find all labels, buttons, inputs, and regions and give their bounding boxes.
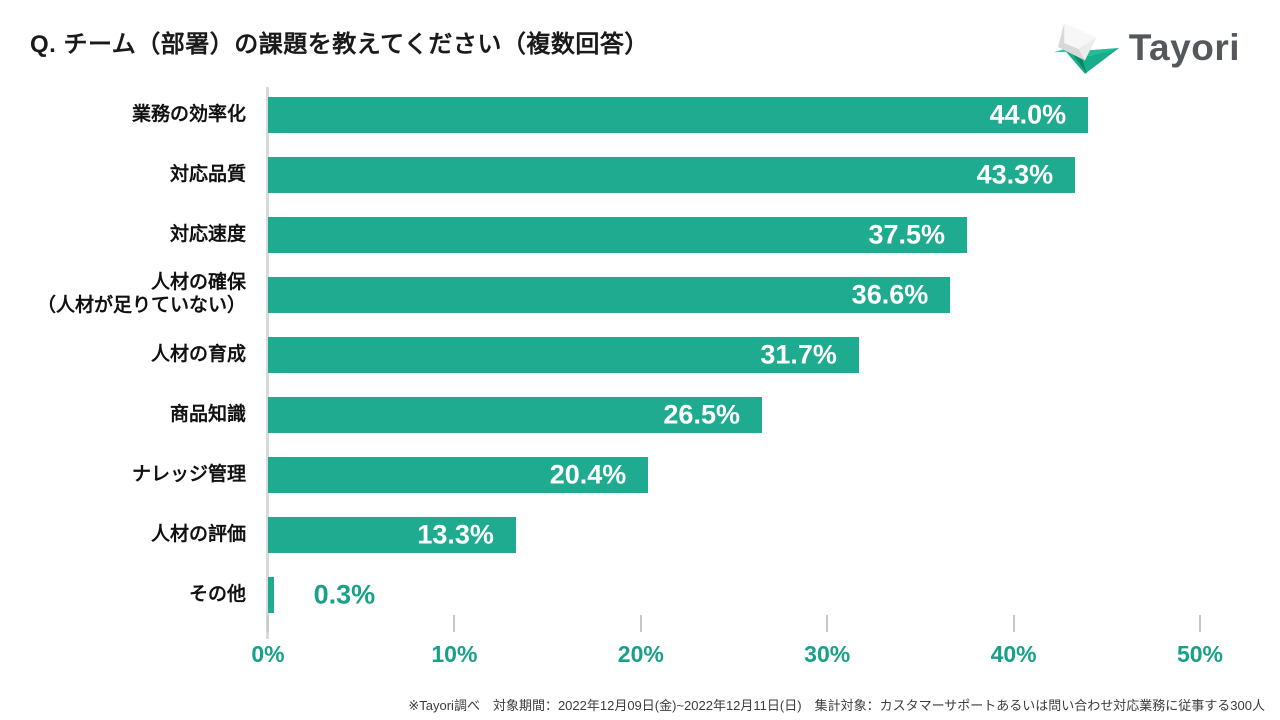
bar xyxy=(268,337,859,373)
bar xyxy=(268,97,1089,133)
category-label: 商品知識 xyxy=(169,403,246,425)
bar xyxy=(268,217,967,253)
bar-value-label: 31.7% xyxy=(760,339,837,370)
chart-rows: 業務の効率化 44.0% 対応品質 43.3% 対応速度 37.5% 人材の確保 （人材が足… xyxy=(0,85,1200,625)
x-tick-label: 20% xyxy=(617,641,664,667)
category-label: 対応品質 xyxy=(169,163,246,185)
bar-zone: 37.5% xyxy=(268,217,1200,253)
category-label: その他 xyxy=(188,583,246,605)
category-label: 業務の効率化 xyxy=(131,103,246,125)
category-label: 人材の育成 xyxy=(150,343,246,365)
chart-row: 対応速度 37.5% xyxy=(0,205,1200,265)
category-label: 人材の確保 （人材が足りていない） xyxy=(36,272,246,316)
x-tick-mark xyxy=(1012,615,1015,632)
chart-row: 人材の評価 13.3% xyxy=(0,505,1200,565)
bar xyxy=(268,397,762,433)
x-tick-label: 0% xyxy=(251,641,285,667)
bar xyxy=(268,577,274,613)
chart-title: Q. チーム（部署）の課題を教えてください（複数回答） xyxy=(30,31,649,58)
x-tick-label: 50% xyxy=(1176,641,1224,667)
bar-value-label: 0.3% xyxy=(313,579,376,610)
tayori-logo-icon xyxy=(1053,23,1119,74)
bar-value-label: 37.5% xyxy=(868,219,945,250)
bar-value-label: 43.3% xyxy=(976,159,1054,190)
bar-value-label: 44.0% xyxy=(989,99,1067,130)
category-label: ナレッジ管理 xyxy=(131,463,246,485)
chart-row: 対応品質 43.3% xyxy=(0,145,1200,205)
chart-row: ナレッジ管理 20.4% xyxy=(0,445,1200,505)
bar-zone: 26.5% xyxy=(268,397,1200,433)
x-tick-mark xyxy=(826,615,829,632)
x-tick-mark xyxy=(267,615,269,632)
bar-zone: 36.6% xyxy=(268,277,1200,313)
bar xyxy=(268,277,951,313)
bar-zone: 20.4% xyxy=(268,457,1200,493)
chart-row: 人材の育成 31.7% xyxy=(0,325,1200,385)
bar-zone: 44.0% xyxy=(268,97,1200,133)
x-tick-mark xyxy=(639,615,642,632)
chart-row: その他 0.3% xyxy=(0,565,1200,625)
tayori-logo-text: Tayori xyxy=(1128,26,1240,68)
x-tick-mark xyxy=(1199,615,1201,632)
category-label: 人材の評価 xyxy=(150,523,246,545)
bar-zone: 0.3% xyxy=(268,577,1200,613)
x-tick-mark xyxy=(453,615,456,632)
bar xyxy=(268,517,516,553)
bar xyxy=(268,457,649,493)
chart-row: 人材の確保 （人材が足りていない） 36.6% xyxy=(0,265,1200,325)
x-tick-label: 10% xyxy=(431,641,478,667)
tayori-logo: Tayori xyxy=(1052,18,1240,76)
bar xyxy=(268,157,1076,193)
bar-zone: 31.7% xyxy=(268,337,1200,373)
bar-zone: 13.3% xyxy=(268,517,1200,553)
chart-row: 業務の効率化 44.0% xyxy=(0,85,1200,145)
x-axis: 0% 10% 20% 30% 40% 50% xyxy=(251,85,1223,695)
bar-value-label: 26.5% xyxy=(663,399,740,430)
x-tick-label: 30% xyxy=(804,641,851,667)
category-label: 対応速度 xyxy=(169,223,246,245)
bar-chart: 業務の効率化 44.0% 対応品質 43.3% 対応速度 37.5% 人材の確保 （人材が足… xyxy=(0,85,1280,695)
footnote: ※Tayori調べ 対象期間：2022年12月09日(金)~2022年12月11… xyxy=(408,698,1265,713)
bar-zone: 43.3% xyxy=(268,157,1200,193)
chart-row: 商品知識 26.5% xyxy=(0,385,1200,445)
bar-value-label: 36.6% xyxy=(851,279,929,310)
x-tick-label: 40% xyxy=(990,641,1037,667)
bar-value-label: 13.3% xyxy=(417,519,494,550)
y-axis-line xyxy=(266,87,269,639)
bar-value-label: 20.4% xyxy=(549,459,627,490)
